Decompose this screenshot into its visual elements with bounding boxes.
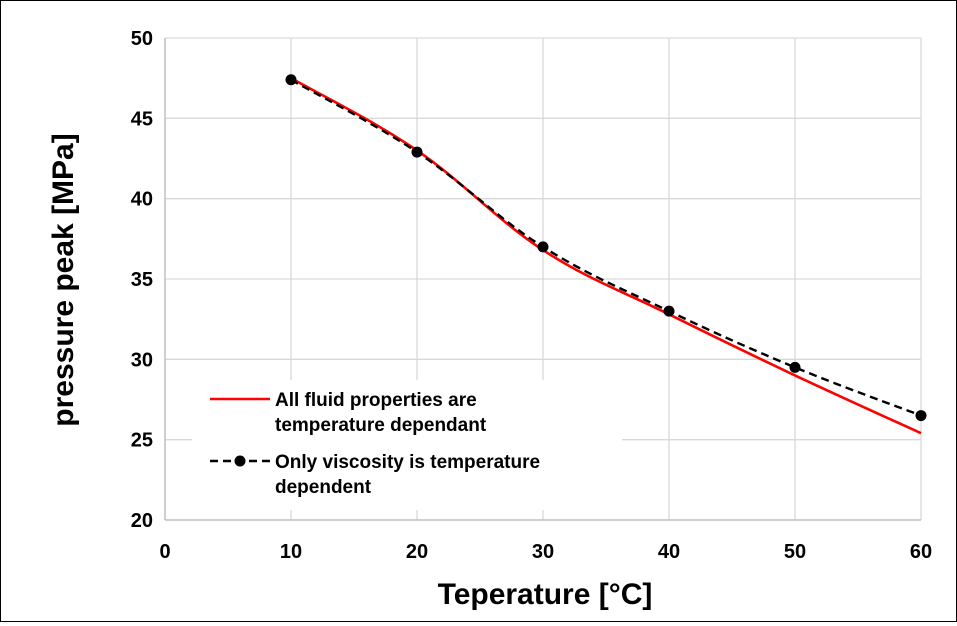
x-tick-label: 10: [280, 541, 302, 563]
series-line-1: [290, 77, 922, 435]
data-point: [663, 305, 675, 317]
legend: All fluid properties are temperature depe…: [192, 380, 622, 510]
x-tick-label: 40: [658, 541, 680, 563]
x-tick-labels: 0 10 20 30 40 50 60: [159, 541, 932, 563]
series-line-2: [290, 78, 922, 417]
legend-marker: [234, 455, 246, 467]
legend-label: Only viscosity is temperature: [275, 452, 540, 473]
grid-lines: [165, 37, 922, 520]
data-point: [285, 74, 297, 86]
data-point: [537, 241, 549, 253]
data-point: [915, 410, 927, 422]
legend-label: temperature dependant: [275, 415, 487, 436]
y-axis-title: pressure peak [MPa]: [47, 133, 80, 426]
x-tick-label: 30: [532, 541, 554, 563]
y-tick-labels: 20 25 30 35 40 45 50: [131, 28, 153, 532]
x-axis-title: Teperature [°C]: [438, 578, 653, 611]
x-tick-label: 0: [159, 541, 170, 563]
y-tick-label: 40: [131, 189, 153, 211]
legend-box: [192, 380, 622, 510]
y-tick-label: 25: [131, 430, 153, 452]
legend-label: All fluid properties are: [275, 390, 477, 411]
y-tick-label: 45: [131, 108, 153, 130]
data-point: [789, 361, 801, 373]
y-tick-label: 50: [131, 28, 153, 50]
series-lines: [285, 74, 927, 435]
y-tick-label: 35: [131, 269, 153, 291]
y-tick-label: 30: [131, 349, 153, 371]
data-point: [411, 146, 423, 158]
y-tick-label: 20: [131, 510, 153, 532]
x-tick-label: 50: [784, 541, 806, 563]
x-tick-label: 60: [910, 541, 932, 563]
legend-label: dependent: [275, 477, 372, 498]
x-tick-label: 20: [406, 541, 428, 563]
axes: [164, 38, 921, 521]
